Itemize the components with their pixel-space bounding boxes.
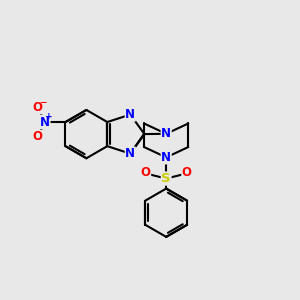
Text: N: N [161, 151, 171, 164]
Text: O: O [33, 130, 43, 143]
Text: N: N [40, 116, 50, 128]
Text: −: − [39, 98, 47, 106]
Text: O: O [182, 166, 192, 179]
Text: O: O [141, 166, 151, 179]
Text: N: N [125, 108, 135, 121]
Text: S: S [161, 172, 171, 185]
Text: O: O [33, 101, 43, 114]
Text: N: N [161, 127, 171, 140]
Text: N: N [125, 147, 135, 160]
Text: +: + [45, 112, 52, 121]
